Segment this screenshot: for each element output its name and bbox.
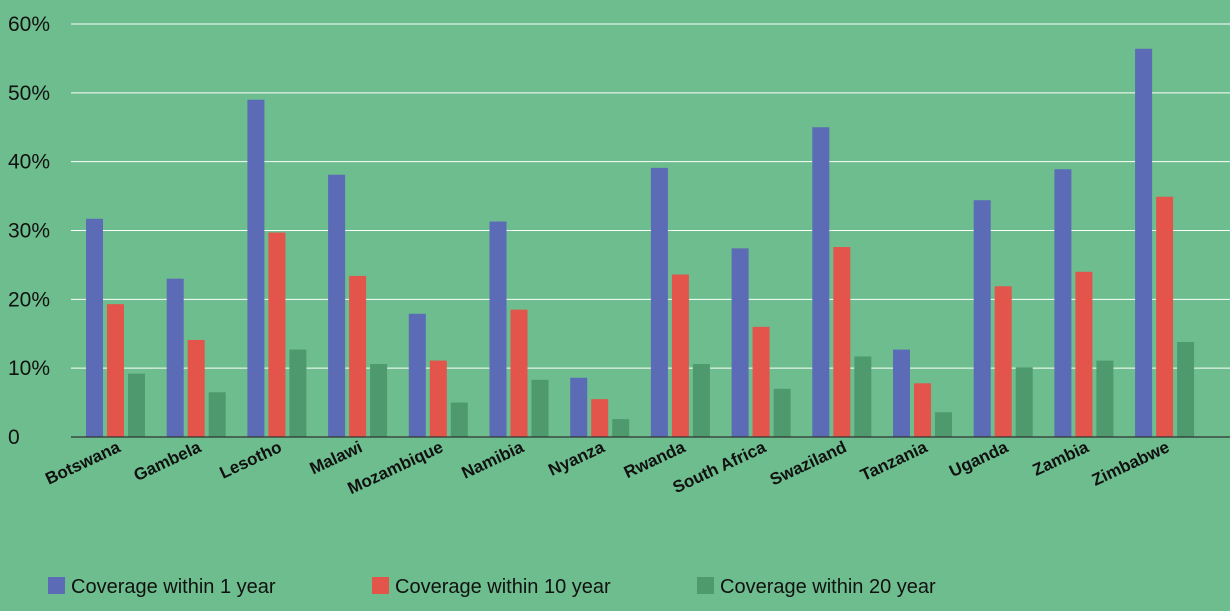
bar [591, 399, 609, 437]
bar [328, 174, 346, 437]
bar [489, 221, 507, 437]
bar [612, 419, 630, 437]
bar [731, 248, 749, 437]
bar [429, 360, 447, 437]
bar [650, 167, 668, 437]
bar [128, 373, 145, 437]
legend-label: Coverage within 20 year [720, 576, 936, 598]
bar [166, 278, 184, 437]
legend-label: Coverage within 1 year [71, 576, 276, 598]
bar [247, 99, 265, 437]
bar [893, 349, 910, 437]
bar [349, 275, 367, 437]
bar [86, 218, 103, 437]
bar [1075, 271, 1093, 437]
bar [671, 274, 689, 437]
bar [973, 200, 991, 437]
bar [187, 339, 205, 437]
bar [935, 412, 952, 437]
bar [994, 286, 1012, 437]
y-tick-label: 10% [8, 357, 50, 380]
bar [1156, 196, 1174, 437]
bar [692, 364, 710, 437]
bar [773, 388, 791, 437]
y-tick-label: 20% [8, 288, 50, 311]
legend-swatch [48, 577, 65, 594]
y-tick-label: 30% [8, 220, 50, 243]
bar [408, 313, 426, 437]
bar [289, 349, 307, 437]
bar [531, 379, 549, 437]
bar [1135, 48, 1153, 437]
bar [107, 304, 124, 437]
bar [833, 247, 851, 437]
bar [208, 392, 226, 437]
bar [1096, 360, 1114, 437]
y-tick-label: 50% [8, 82, 50, 105]
bar [1177, 342, 1195, 437]
bar [370, 364, 388, 437]
bar [1015, 367, 1033, 437]
bar [752, 326, 770, 437]
y-tick-label: 40% [8, 151, 50, 174]
y-tick-label: 0 [8, 426, 20, 449]
bar [450, 402, 468, 437]
bar [1054, 169, 1072, 437]
bar [812, 127, 830, 437]
bar [570, 377, 588, 437]
bar [914, 383, 931, 437]
legend-label: Coverage within 10 year [395, 576, 611, 598]
bar [510, 309, 528, 437]
legend-swatch [697, 577, 714, 594]
bar [854, 356, 872, 437]
legend-swatch [372, 577, 389, 594]
y-tick-label: 60% [8, 13, 50, 36]
bar [268, 232, 286, 437]
